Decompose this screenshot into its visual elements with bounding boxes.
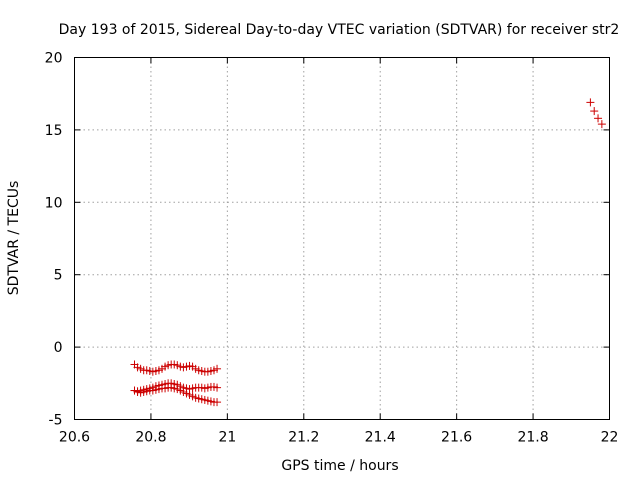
- y-axis-label: SDTVAR / TECUs: [6, 181, 22, 296]
- grid: [74, 57, 610, 420]
- x-tick-label: 20.8: [135, 430, 166, 446]
- y-tick-label: 10: [45, 195, 63, 211]
- data-point: [597, 120, 606, 129]
- axis-ticks: 20.6 20.8 21 21.2 21.4 21.6 21.8 22 -5 0 5 10 15 20: [45, 51, 619, 446]
- data-point: [586, 98, 595, 107]
- x-tick-label: 21.6: [441, 430, 472, 446]
- y-tick-label: 20: [45, 51, 63, 67]
- data-point: [213, 398, 222, 407]
- y-tick-label: 5: [54, 268, 63, 284]
- data-point: [213, 383, 222, 392]
- x-tick-label: 21.2: [288, 430, 319, 446]
- x-axis-label: GPS time / hours: [281, 458, 398, 474]
- x-tick-label: 21.4: [365, 430, 396, 446]
- y-tick-label: -5: [49, 413, 63, 429]
- data-point: [590, 107, 599, 116]
- y-tick-label: 0: [54, 340, 63, 356]
- data-point: [594, 114, 603, 123]
- data-points: [130, 98, 606, 407]
- chart-title: Day 193 of 2015, Sidereal Day-to-day VTE…: [59, 22, 620, 38]
- x-tick-label: 22: [601, 430, 619, 446]
- x-tick-label: 21.8: [517, 430, 548, 446]
- plot-frame: [74, 57, 610, 420]
- y-tick-label: 15: [45, 123, 63, 139]
- x-tick-label: 21: [218, 430, 236, 446]
- data-point: [213, 364, 222, 373]
- x-tick-label: 20.6: [59, 430, 90, 446]
